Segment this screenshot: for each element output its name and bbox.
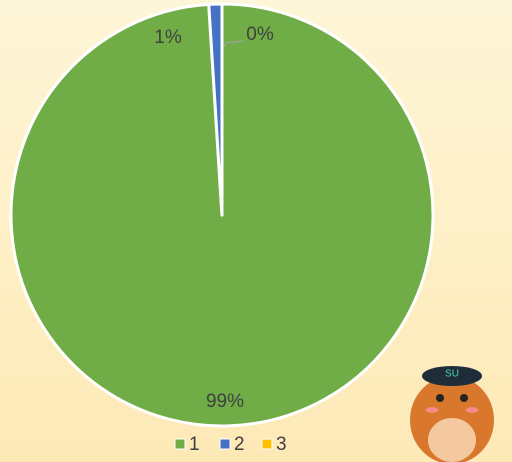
legend-swatch: [262, 439, 272, 449]
pie: 99% 1% 0%: [11, 4, 433, 426]
legend-label: 3: [276, 434, 287, 455]
data-label: 0%: [246, 24, 274, 45]
data-label: 99%: [206, 391, 244, 412]
data-label: 1%: [154, 27, 182, 48]
legend-label: 1: [189, 434, 200, 455]
chart: 99% 1% 0% 1 2 3 SU: [0, 0, 512, 462]
legend-swatch: [175, 439, 185, 449]
legend-swatch: [220, 439, 230, 449]
legend-label: 2: [234, 434, 245, 455]
svg-text:SU: SU: [445, 369, 459, 380]
